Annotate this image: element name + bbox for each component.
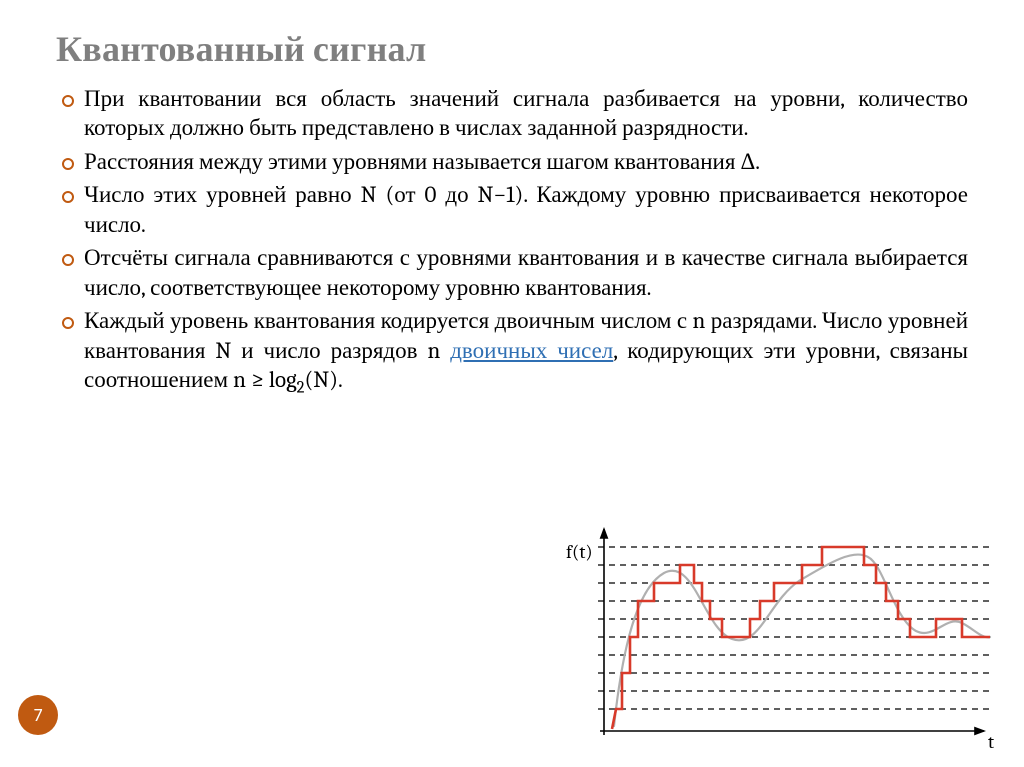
bullet-item: Отсчёты сигнала сравниваются с уровнями … [56, 243, 968, 302]
binary-numbers-link[interactable]: двоичных чисел [450, 337, 613, 364]
quantization-chart: f(t) t [554, 521, 994, 751]
bullet-item: Число этих уровней равно N (от 0 до N−1)… [56, 180, 968, 239]
bullet-list: При квантовании вся область значений сиг… [56, 84, 968, 399]
bullet-text-tail: (N). [304, 366, 342, 393]
slide: Квантованный сигнал При квантовании вся … [0, 0, 1024, 767]
x-axis-label: t [988, 731, 994, 753]
bullet-item: Расстояния между этими уровнями называет… [56, 147, 968, 176]
chart-svg [554, 521, 994, 751]
page-number: 7 [33, 704, 42, 726]
y-axis-label: f(t) [566, 541, 593, 563]
bullet-item: Каждый уровень квантования кодируется дв… [56, 306, 968, 399]
slide-title: Квантованный сигнал [56, 28, 968, 70]
bullet-item: При квантовании вся область значений сиг… [56, 84, 968, 143]
page-number-badge: 7 [18, 695, 58, 735]
